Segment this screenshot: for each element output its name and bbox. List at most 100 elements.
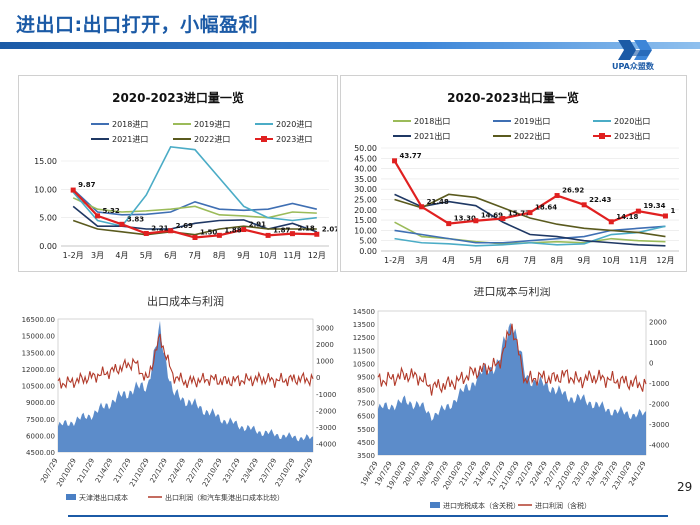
left-tick-label: 13500.00 bbox=[22, 349, 55, 357]
data-point bbox=[581, 202, 587, 208]
right-tick-label: 2000 bbox=[649, 318, 667, 326]
data-point bbox=[314, 231, 320, 237]
x-tick-label: 9月 bbox=[578, 256, 591, 265]
left-tick-label: 14500 bbox=[353, 308, 375, 316]
data-point bbox=[608, 219, 614, 225]
data-label: 2.91 bbox=[249, 221, 266, 229]
export-cost-panel: 出口成本与利润 16500.00 15000.00 13500.00 12000.00 1… bbox=[8, 287, 336, 509]
data-label: 15.77 bbox=[508, 210, 530, 218]
data-label: 22.43 bbox=[589, 196, 611, 204]
export-volume-panel: 2020-2023出口量一览 0.00 5.00 10.00 15.00 20.00 25.… bbox=[340, 75, 687, 272]
data-label: 2.69 bbox=[176, 222, 193, 230]
data-point bbox=[143, 230, 149, 236]
y-tick-label: 30.00 bbox=[354, 185, 377, 194]
left-tick-label: 6500 bbox=[357, 413, 375, 421]
data-point bbox=[95, 213, 101, 219]
profit-line bbox=[57, 333, 314, 389]
data-label: 18.64 bbox=[535, 204, 557, 212]
left-tick-label: 10500.00 bbox=[22, 383, 55, 391]
page-number: 29 bbox=[677, 480, 693, 494]
data-label: 13.30 bbox=[454, 215, 476, 223]
x-tick-label: 7月 bbox=[188, 251, 201, 260]
data-label: 1 bbox=[670, 207, 675, 215]
chart-title: 2020-2023出口量一览 bbox=[447, 90, 579, 105]
legend-label: 2019出口 bbox=[514, 116, 550, 126]
profit-line bbox=[377, 323, 647, 396]
x-tick-label: 1-2月 bbox=[384, 256, 405, 265]
legend-label: 2021进口 bbox=[112, 135, 148, 144]
legend-label: 2018出口 bbox=[414, 116, 450, 126]
data-point bbox=[392, 158, 398, 164]
left-tick-label: 4500 bbox=[357, 439, 375, 447]
legend-label: 2022进口 bbox=[194, 135, 230, 144]
left-tick-label: 13500 bbox=[353, 321, 375, 329]
x-tick-label: 6月 bbox=[496, 256, 509, 265]
legend-swatch bbox=[66, 494, 76, 500]
legend-label: 2020进口 bbox=[276, 120, 312, 129]
chart-title: 出口成本与利润 bbox=[147, 294, 224, 308]
series-line bbox=[72, 205, 318, 233]
y-tick-label: 40.00 bbox=[354, 165, 377, 174]
data-label: 2.21 bbox=[151, 224, 168, 232]
series-line bbox=[72, 219, 317, 236]
y-tick-label: 10.00 bbox=[354, 226, 377, 235]
x-tick-label: 1-2月 bbox=[63, 251, 84, 260]
data-label: 21.48 bbox=[427, 198, 449, 206]
data-point bbox=[554, 193, 560, 199]
legend-label: 出口利润（和汽车集港出口成本比较） bbox=[165, 493, 284, 502]
legend-label: 2021出口 bbox=[414, 131, 450, 141]
x-tick-label: 5月 bbox=[469, 256, 482, 265]
x-tick-label: 4月 bbox=[442, 256, 455, 265]
x-tick-label: 12月 bbox=[656, 256, 674, 265]
chart-title: 2020-2023进口量一览 bbox=[112, 90, 244, 105]
logo-text: UPA众盟数 bbox=[612, 61, 655, 70]
left-tick-label: 15000.00 bbox=[22, 333, 55, 341]
import-cost-panel: 进口成本与利润 14500 13500 12500 11500 10500 9500 8500… bbox=[340, 284, 670, 515]
x-tick-label: 24/1/29 bbox=[294, 457, 314, 484]
legend-swatch bbox=[430, 502, 440, 508]
data-label: 26.92 bbox=[562, 187, 584, 195]
y-tick-label: 45.00 bbox=[354, 154, 377, 163]
right-tick-label: 0 bbox=[316, 374, 320, 382]
x-tick-label: 7月 bbox=[523, 256, 536, 265]
import-volume-chart: 2020-2023进口量一览 0.00 5.00 10.00 15.00 1-2月 3月 4月… bbox=[34, 90, 339, 260]
export-volume-chart: 2020-2023出口量一览 0.005.00 10.0015.0020.0025.… bbox=[354, 90, 679, 265]
header-bar bbox=[0, 42, 700, 49]
data-label: 3.83 bbox=[127, 215, 144, 223]
y-tick-label: 50.00 bbox=[354, 144, 377, 153]
legend-label: 2023出口 bbox=[614, 131, 650, 141]
import-volume-panel: 2020-2023进口量一览 0.00 5.00 10.00 15.00 1-2月 3月 4月… bbox=[18, 75, 339, 272]
left-tick-label: 11500 bbox=[353, 347, 375, 355]
data-label: 1.87 bbox=[273, 226, 290, 234]
data-label: 2.07 bbox=[322, 225, 337, 233]
x-tick-label: 8月 bbox=[551, 256, 564, 265]
legend-label: 2019进口 bbox=[194, 120, 230, 129]
right-tick-label: -1000 bbox=[649, 380, 669, 388]
data-point bbox=[473, 218, 479, 224]
footer-line bbox=[68, 515, 668, 517]
left-tick-label: 12000.00 bbox=[22, 366, 55, 374]
data-label: 5.32 bbox=[103, 207, 120, 215]
data-label: 14.69 bbox=[481, 212, 503, 220]
y-tick-label: 5.00 bbox=[39, 214, 57, 223]
x-tick-label: 8月 bbox=[213, 251, 226, 260]
data-point bbox=[216, 232, 222, 238]
data-point bbox=[241, 227, 247, 233]
x-tick-label: 3月 bbox=[415, 256, 428, 265]
left-tick-label: 4500.00 bbox=[26, 449, 55, 457]
left-tick-label: 5500 bbox=[357, 426, 375, 434]
data-point bbox=[662, 213, 668, 219]
x-tick-label: 11月 bbox=[629, 256, 647, 265]
right-tick-label: 3000 bbox=[316, 324, 334, 332]
data-point bbox=[527, 210, 533, 216]
right-tick-label: -4000 bbox=[316, 441, 336, 449]
data-label: 14.18 bbox=[616, 213, 638, 221]
left-tick-label: 8500 bbox=[357, 387, 375, 395]
x-tick-label: 6月 bbox=[164, 251, 177, 260]
import-cost-chart: 进口成本与利润 14500 13500 12500 11500 10500 9500 8500… bbox=[353, 284, 670, 510]
right-tick-label: 1000 bbox=[649, 339, 667, 347]
legend-label: 进口完税成本（含关税） bbox=[443, 501, 520, 510]
export-cost-chart: 出口成本与利润 16500.00 15000.00 13500.00 12000.00 1… bbox=[22, 294, 337, 502]
left-tick-label: 9000.00 bbox=[26, 399, 55, 407]
series-line bbox=[394, 193, 666, 247]
